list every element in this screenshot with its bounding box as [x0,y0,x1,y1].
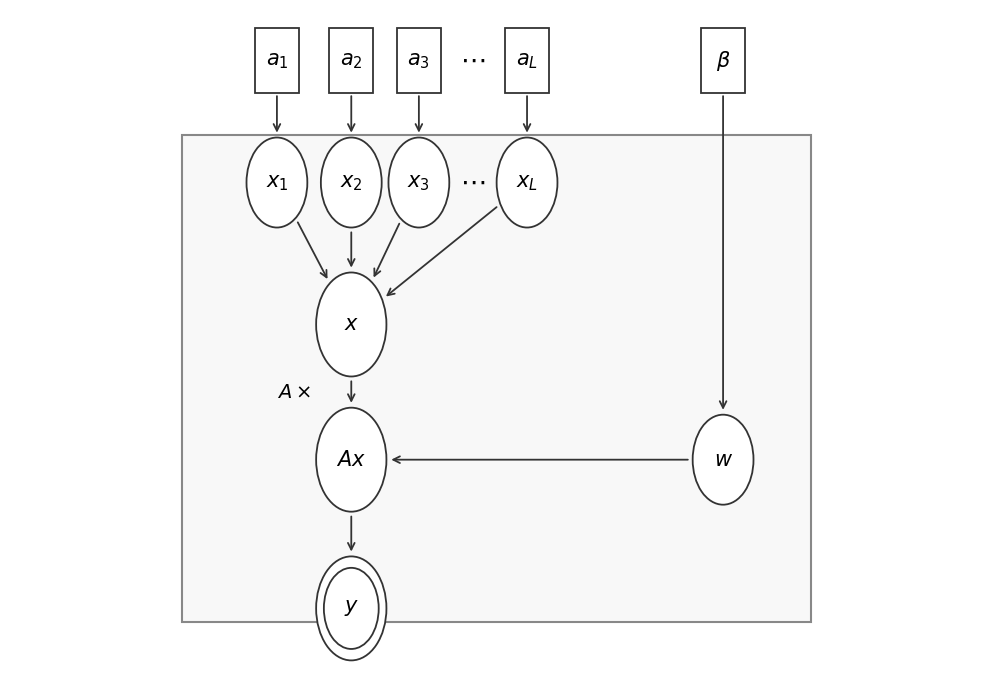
Bar [255,28,299,93]
Ellipse shape [324,568,379,649]
Text: $a_3$: $a_3$ [407,51,430,71]
Bar [397,28,441,93]
Text: $a_L$: $a_L$ [516,51,538,71]
Text: $\beta$: $\beta$ [716,49,730,73]
Bar [701,28,745,93]
Text: $\cdots$: $\cdots$ [460,48,486,74]
Text: $a_2$: $a_2$ [340,51,363,71]
Ellipse shape [693,414,754,505]
Ellipse shape [316,272,386,377]
Ellipse shape [497,137,557,228]
Bar [329,28,373,93]
Ellipse shape [388,137,449,228]
Text: $x$: $x$ [344,314,359,335]
Ellipse shape [246,137,307,228]
Text: $a_1$: $a_1$ [266,51,288,71]
Ellipse shape [316,408,386,512]
Text: $x_1$: $x_1$ [266,172,288,193]
Text: $y$: $y$ [344,598,359,619]
Text: $x_3$: $x_3$ [407,172,430,193]
Text: $A\times$: $A\times$ [277,383,311,402]
Bar [182,135,811,622]
Ellipse shape [316,556,386,660]
Ellipse shape [321,137,382,228]
Text: $w$: $w$ [714,450,733,470]
Text: $Ax$: $Ax$ [336,450,366,470]
Text: $x_L$: $x_L$ [516,172,538,193]
Text: $\cdots$: $\cdots$ [460,170,486,195]
Bar [505,28,549,93]
Text: $x_2$: $x_2$ [340,172,363,193]
